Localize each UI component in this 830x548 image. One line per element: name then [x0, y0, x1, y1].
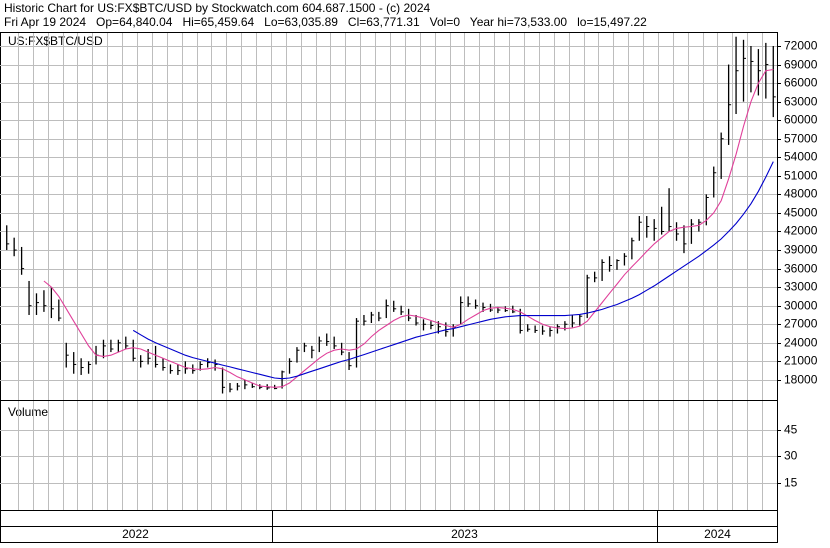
y-tick-label: 30: [784, 449, 798, 463]
grid: [0, 33, 777, 510]
x-tick-label: 2023: [451, 527, 478, 541]
y-tick-label: 63000: [784, 95, 818, 109]
x-tick-label: 2022: [122, 527, 149, 541]
moving-average-line: [43, 68, 774, 388]
y-tick-label: 69000: [784, 58, 818, 72]
y-tick-label: 24000: [784, 336, 818, 350]
y-tick-label: 39000: [784, 243, 818, 257]
price-bars: [6, 36, 776, 394]
x-tick-label: 2024: [704, 527, 731, 541]
y-tick-label: 51000: [784, 169, 818, 183]
y-tick-label: 60000: [784, 113, 818, 127]
y-tick-label: 30000: [784, 299, 818, 313]
y-tick-label: 33000: [784, 280, 818, 294]
chart-title: Historic Chart for US:FX$BTC/USD by Stoc…: [4, 1, 430, 15]
y-tick-label: 15: [784, 476, 798, 490]
volume-label: Volume: [8, 405, 48, 419]
y-tick-label: 27000: [784, 317, 818, 331]
y-tick-label: 66000: [784, 76, 818, 90]
y-tick-label: 18000: [784, 373, 818, 387]
y-tick-label: 45000: [784, 206, 818, 220]
y-tick-label: 57000: [784, 132, 818, 146]
y-tick-label: 72000: [784, 39, 818, 53]
symbol-label: US:FX$BTC/USD: [8, 34, 103, 48]
y-tick-label: 48000: [784, 187, 818, 201]
moving-average-line: [132, 161, 774, 380]
y-tick-label: 45: [784, 423, 798, 437]
chart-subtitle: Fri Apr 19 2024 Op=64,840.04 Hi=65,459.6…: [4, 15, 647, 29]
y-tick-label: 54000: [784, 150, 818, 164]
y-tick-label: 42000: [784, 224, 818, 238]
y-tick-label: 21000: [784, 354, 818, 368]
y-tick-label: 36000: [784, 262, 818, 276]
